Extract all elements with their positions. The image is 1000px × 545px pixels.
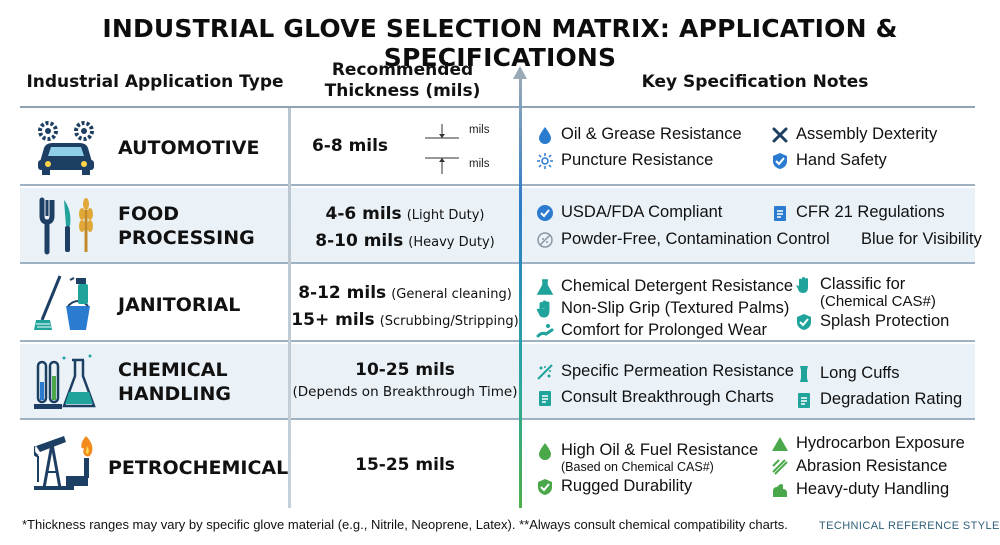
document-icon [774, 205, 786, 221]
burst-icon [537, 152, 553, 169]
thickness-value: 8-12 mils (General cleaning) 15+ mils (S… [290, 280, 520, 334]
note-breakthrough: Consult Breakthrough Charts [536, 388, 774, 407]
header-divider [20, 106, 975, 108]
fork-knife-wheat-icon [39, 197, 93, 255]
note-puncture: Puncture Resistance [536, 151, 713, 170]
column-axis-line [519, 76, 522, 508]
thickness-value: 4-6 mils (Light Duty) 8-10 mils (Heavy D… [290, 201, 520, 255]
row-janitorial: JANITORIAL 8-12 mils (General cleaning) … [20, 266, 975, 342]
row-name: CHEMICAL HANDLING [118, 359, 231, 405]
footer-note: *Thickness ranges may vary by specific g… [22, 517, 788, 532]
hand-icon [536, 300, 550, 318]
flask-icon [536, 278, 554, 295]
row-name: PETROCHEMICAL [108, 457, 289, 479]
arm-icon [773, 483, 787, 497]
note-oil-grease: Oil & Grease Resistance [536, 125, 742, 144]
test-tubes-flask-icon [34, 354, 96, 409]
oil-pump-flame-icon [34, 436, 93, 490]
note-usda: USDA/FDA Compliant [536, 203, 722, 222]
thickness-line: 4-6 mils (Light Duty) [325, 204, 485, 224]
shield-check-icon [773, 152, 787, 169]
note-heavy-duty: Heavy-duty Handling [771, 480, 949, 499]
footer-tag: TECHNICAL REFERENCE STYLE [819, 520, 1000, 532]
document-icon [798, 392, 810, 408]
thickness-primary: 15-25 mils [355, 455, 455, 475]
note-classific: Classific for (Chemical CAS#) [795, 276, 936, 310]
page-title: INDUSTRIAL GLOVE SELECTION MATRIX: APPLI… [102, 14, 898, 72]
thickness-primary: 6-8 mils [311, 136, 389, 156]
no-powder-icon [537, 231, 553, 248]
note-degradation: Degradation Rating [795, 390, 962, 409]
note-comfort: Comfort for Prolonged Wear [536, 321, 767, 340]
thickness-value: 15-25 mils [290, 455, 520, 475]
diagram-label-top: mils [469, 124, 490, 136]
note-assembly-dexterity: Assembly Dexterity [771, 125, 937, 144]
note-long-cuffs: Long Cuffs [795, 364, 900, 383]
note-abrasion: Abrasion Resistance [771, 457, 947, 476]
document-icon [539, 390, 551, 406]
car-gears-icon [38, 121, 94, 175]
thickness-value: 10-25 mils (Depends on Breakthrough Time… [290, 358, 520, 401]
note-permeation: Specific Permeation Resistance [536, 362, 794, 381]
header-notes: Key Specification Notes [641, 72, 869, 92]
note-chemical-detergent: Chemical Detergent Resistance [536, 277, 793, 296]
thickness-diagram: mils mils [425, 120, 505, 178]
row-name: FOOD PROCESSING [118, 203, 255, 249]
wrench-icon [772, 127, 788, 142]
row-automotive: AUTOMOTIVE 6-8 mils mils mils Oil & Grea… [20, 110, 975, 186]
note-non-slip: Non-Slip Grip (Textured Palms) [536, 299, 789, 318]
glove-icon [796, 277, 808, 293]
thickness-line: 15+ mils (Scrubbing/Stripping) [291, 310, 519, 330]
shield-check-icon [797, 313, 811, 330]
note-blue-visibility: Blue for Visibility [861, 230, 982, 248]
row-petrochemical: PETROCHEMICAL 15-25 mils High Oil & Fuel… [20, 422, 975, 508]
thickness-line: 8-12 mils (General cleaning) [298, 283, 512, 303]
thickness-diagram-lines [425, 124, 459, 174]
mop-bucket-spray-icon [34, 275, 90, 330]
thickness-primary: 10-25 mils [355, 360, 455, 380]
note-cfr21: CFR 21 Regulations [771, 203, 945, 222]
triangle-icon [772, 436, 788, 451]
note-hand-safety: Hand Safety [771, 151, 887, 170]
header-thickness: Recommended Thickness (mils) [295, 60, 510, 102]
droplet-icon [539, 443, 551, 460]
permeation-icon [537, 363, 553, 380]
header-application: Industrial Application Type [26, 72, 284, 92]
check-badge-icon [537, 204, 553, 221]
row-name: JANITORIAL [118, 294, 241, 316]
hand-wave-icon [536, 323, 554, 337]
column-divider [288, 108, 291, 508]
header-thickness-line1: Recommended [331, 60, 474, 80]
note-hydrocarbon: Hydrocarbon Exposure [771, 434, 965, 453]
row-name: AUTOMOTIVE [118, 137, 260, 159]
note-oil-fuel: High Oil & Fuel Resistance (Based on Chem… [536, 442, 758, 476]
note-splash: Splash Protection [795, 312, 949, 331]
cuff-icon [800, 365, 808, 382]
thickness-line: 8-10 mils (Heavy Duty) [315, 231, 495, 251]
note-rugged: Rugged Durability [536, 477, 692, 496]
row-chemical-handling: CHEMICAL HANDLING 10-25 mils (Depends on… [20, 344, 975, 420]
note-powder-free: Powder-Free, Contamination Control [536, 230, 830, 249]
droplet-icon [539, 126, 551, 144]
column-axis-arrow [513, 66, 527, 79]
header-thickness-line2: Thickness (mils) [324, 81, 481, 101]
row-food-processing: FOOD PROCESSING 4-6 mils (Light Duty) 8-… [20, 188, 982, 264]
abrasion-icon [772, 458, 788, 475]
diagram-label-bottom: mils [469, 158, 490, 170]
thickness-note: (Depends on Breakthrough Time) [292, 384, 518, 400]
thickness-value: 6-8 mils [270, 136, 430, 156]
shield-check-icon [538, 478, 552, 495]
